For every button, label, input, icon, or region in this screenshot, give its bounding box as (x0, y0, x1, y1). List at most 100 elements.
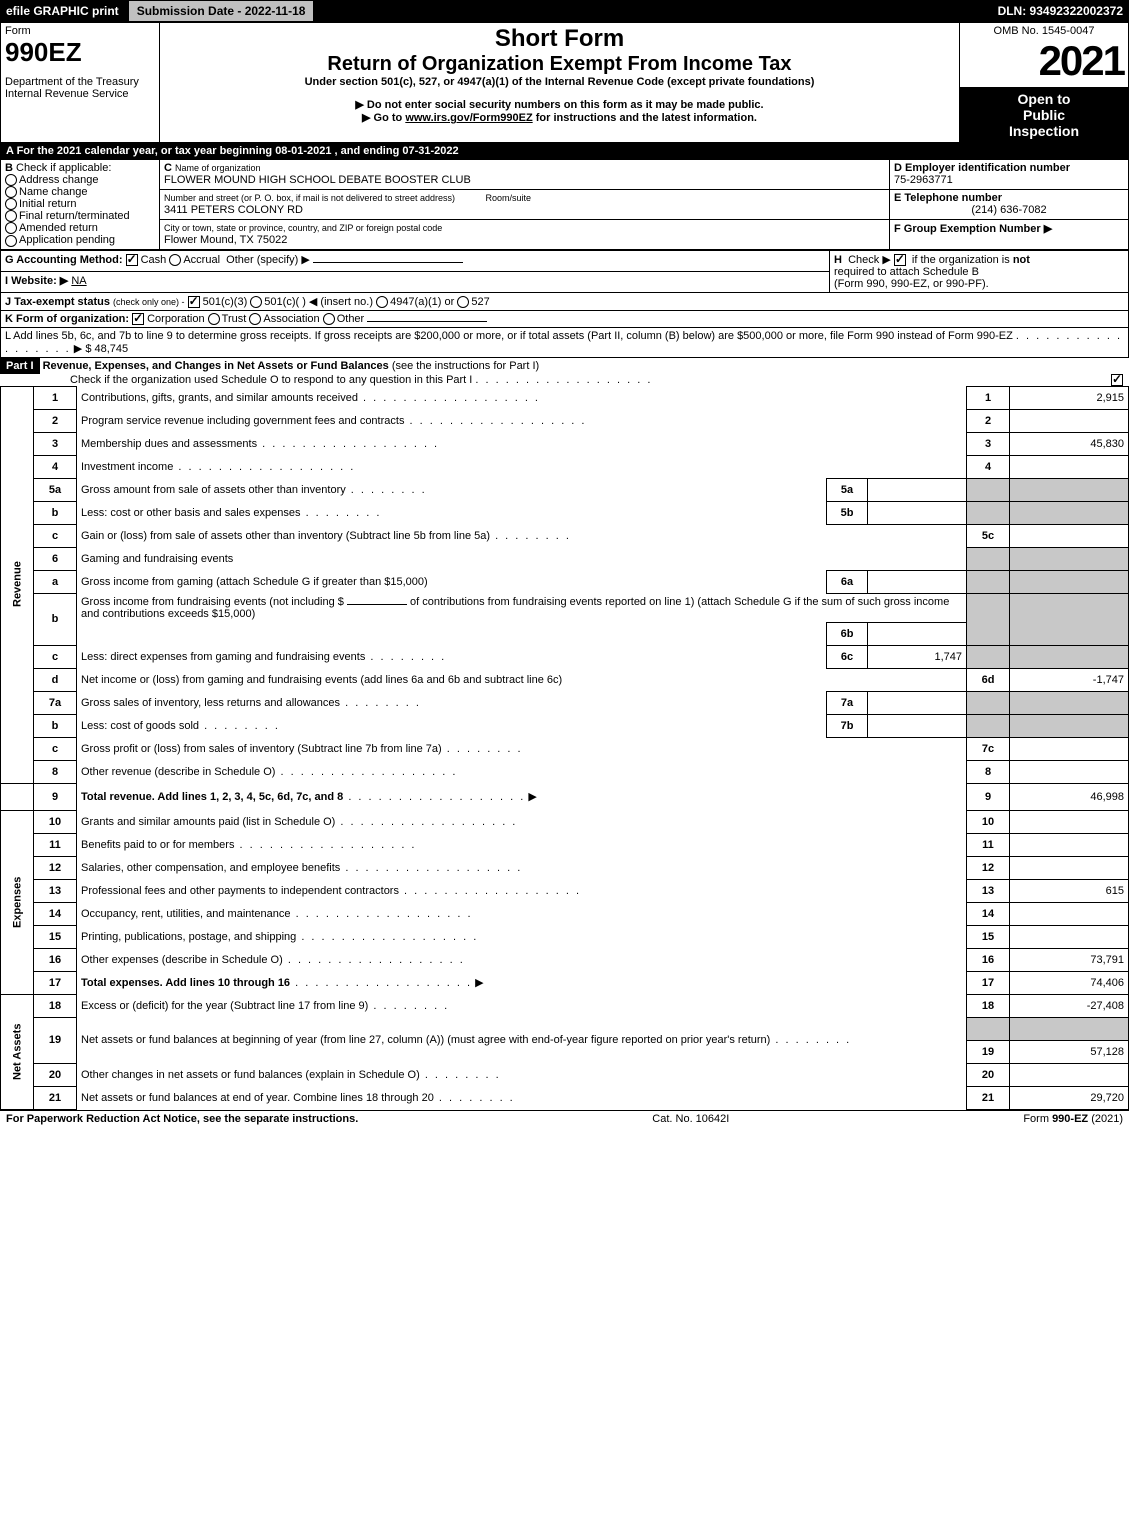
ein-label: D Employer identification number (894, 162, 1070, 174)
line-5b-inner (868, 501, 967, 524)
line-2-amount (1010, 409, 1129, 432)
final-return-checkbox[interactable] (5, 210, 17, 222)
501c-label: 501(c)( ) ◀ (insert no.) (264, 296, 373, 308)
line-num: 15 (34, 925, 77, 948)
amended-return-label: Amended return (19, 222, 98, 234)
association-checkbox[interactable] (249, 313, 261, 325)
line-4-text: Investment income (81, 461, 173, 473)
line-16-text: Other expenses (describe in Schedule O) (81, 954, 283, 966)
association-label: Association (263, 313, 319, 325)
grey-cell (967, 593, 1010, 645)
inner-num: 7b (827, 714, 868, 737)
col-num: 18 (967, 994, 1010, 1017)
footer-form-prefix: Form (1023, 1113, 1052, 1125)
grey-cell (967, 645, 1010, 668)
accrual-checkbox[interactable] (169, 254, 181, 266)
4947-checkbox[interactable] (376, 296, 388, 308)
grey-cell (967, 547, 1010, 570)
line-num: 1 (34, 386, 77, 409)
goto-suffix: for instructions and the latest informat… (533, 112, 757, 124)
line-9-text: Total revenue. Add lines 1, 2, 3, 4, 5c,… (81, 791, 343, 803)
other-method-input[interactable] (313, 262, 463, 263)
amended-return-checkbox[interactable] (5, 222, 17, 234)
col-num: 12 (967, 856, 1010, 879)
col-num: 5c (967, 524, 1010, 547)
initial-return-checkbox[interactable] (5, 198, 17, 210)
501c-checkbox[interactable] (250, 296, 262, 308)
box-b-subtitle: Check if applicable: (16, 162, 111, 174)
inspection-box: Open to Public Inspection (960, 88, 1128, 142)
other-method-label: Other (specify) ▶ (226, 254, 310, 266)
line-num: c (34, 737, 77, 760)
line-5a-inner (868, 478, 967, 501)
schedule-b-checkbox[interactable] (894, 254, 906, 266)
inspection-cell: Open to Public Inspection (960, 88, 1129, 143)
527-label: 527 (471, 296, 489, 308)
line-j: J Tax-exempt status (check only one) - 5… (1, 292, 1129, 310)
form-word: Form (5, 25, 155, 37)
line-6b-blank[interactable] (347, 604, 407, 605)
revenue-vert-spacer (1, 783, 34, 810)
revenue-vert-label: Revenue (1, 386, 34, 783)
line-num: 19 (34, 1017, 77, 1063)
tax-year: 2021 (964, 37, 1124, 85)
line-i: I Website: ▶ NA (1, 271, 830, 292)
trust-checkbox[interactable] (208, 313, 220, 325)
dots (770, 1034, 851, 1046)
line-6-text: Gaming and fundraising events (81, 553, 233, 565)
other-org-input[interactable] (367, 321, 487, 322)
addr-change-checkbox[interactable] (5, 174, 17, 186)
line-h-text4: (Form 990, 990-EZ, or 990-PF). (834, 278, 989, 290)
line-7c-text: Gross profit or (loss) from sales of inv… (81, 743, 442, 755)
phone-value: (214) 636-7082 (894, 204, 1124, 216)
box-b-letter: B (5, 162, 13, 174)
line-5a-text: Gross amount from sale of assets other t… (81, 484, 346, 496)
dots (291, 908, 473, 920)
final-return-label: Final return/terminated (19, 210, 130, 222)
line-num: c (34, 645, 77, 668)
501c3-checkbox[interactable] (188, 296, 200, 308)
dots (365, 651, 446, 663)
4947-label: 4947(a)(1) or (390, 296, 454, 308)
line-num: 8 (34, 760, 77, 783)
ssn-warning: ▶ Do not enter social security numbers o… (164, 98, 955, 111)
line-8-text: Other revenue (describe in Schedule O) (81, 766, 275, 778)
527-checkbox[interactable] (457, 296, 469, 308)
application-pending-checkbox[interactable] (5, 235, 17, 247)
box-e: E Telephone number (214) 636-7082 (890, 189, 1129, 219)
irs-link[interactable]: www.irs.gov/Form990EZ (405, 112, 532, 124)
line-14-text: Occupancy, rent, utilities, and maintena… (81, 908, 291, 920)
street-value: 3411 PETERS COLONY RD (164, 204, 303, 216)
form-number: 990EZ (5, 37, 155, 68)
line-num: 20 (34, 1063, 77, 1086)
line-12-amount (1010, 856, 1129, 879)
page-footer: For Paperwork Reduction Act Notice, see … (0, 1110, 1129, 1127)
line-h-check: Check ▶ (848, 254, 891, 266)
phone-label: E Telephone number (894, 192, 1002, 204)
line-12-text: Salaries, other compensation, and employ… (81, 862, 340, 874)
line-k-label: K Form of organization: (5, 313, 129, 325)
part1-title: Revenue, Expenses, and Changes in Net As… (43, 360, 389, 372)
other-org-checkbox[interactable] (323, 313, 335, 325)
netassets-vert-label: Net Assets (1, 994, 34, 1109)
line-g: G Accounting Method: Cash Accrual Other … (1, 250, 830, 271)
line-k: K Form of organization: Corporation Trus… (1, 310, 1129, 327)
grey-cell (1010, 645, 1129, 668)
col-num: 7c (967, 737, 1010, 760)
col-num: 2 (967, 409, 1010, 432)
dots (399, 885, 581, 897)
org-name: FLOWER MOUND HIGH SCHOOL DEBATE BOOSTER … (164, 174, 471, 186)
line-7a-text: Gross sales of inventory, less returns a… (81, 697, 340, 709)
grey-cell (1010, 547, 1129, 570)
schedule-o-checkbox[interactable] (1111, 374, 1123, 386)
corporation-checkbox[interactable] (132, 313, 144, 325)
city-label: City or town, state or province, country… (164, 223, 442, 233)
box-b: B Check if applicable: Address change Na… (1, 160, 160, 250)
line-num: 5a (34, 478, 77, 501)
inspection-line3: Inspection (960, 123, 1128, 139)
name-change-checkbox[interactable] (5, 186, 17, 198)
line-4-amount (1010, 455, 1129, 478)
grey-cell (967, 478, 1010, 501)
dots (283, 954, 465, 966)
cash-checkbox[interactable] (126, 254, 138, 266)
